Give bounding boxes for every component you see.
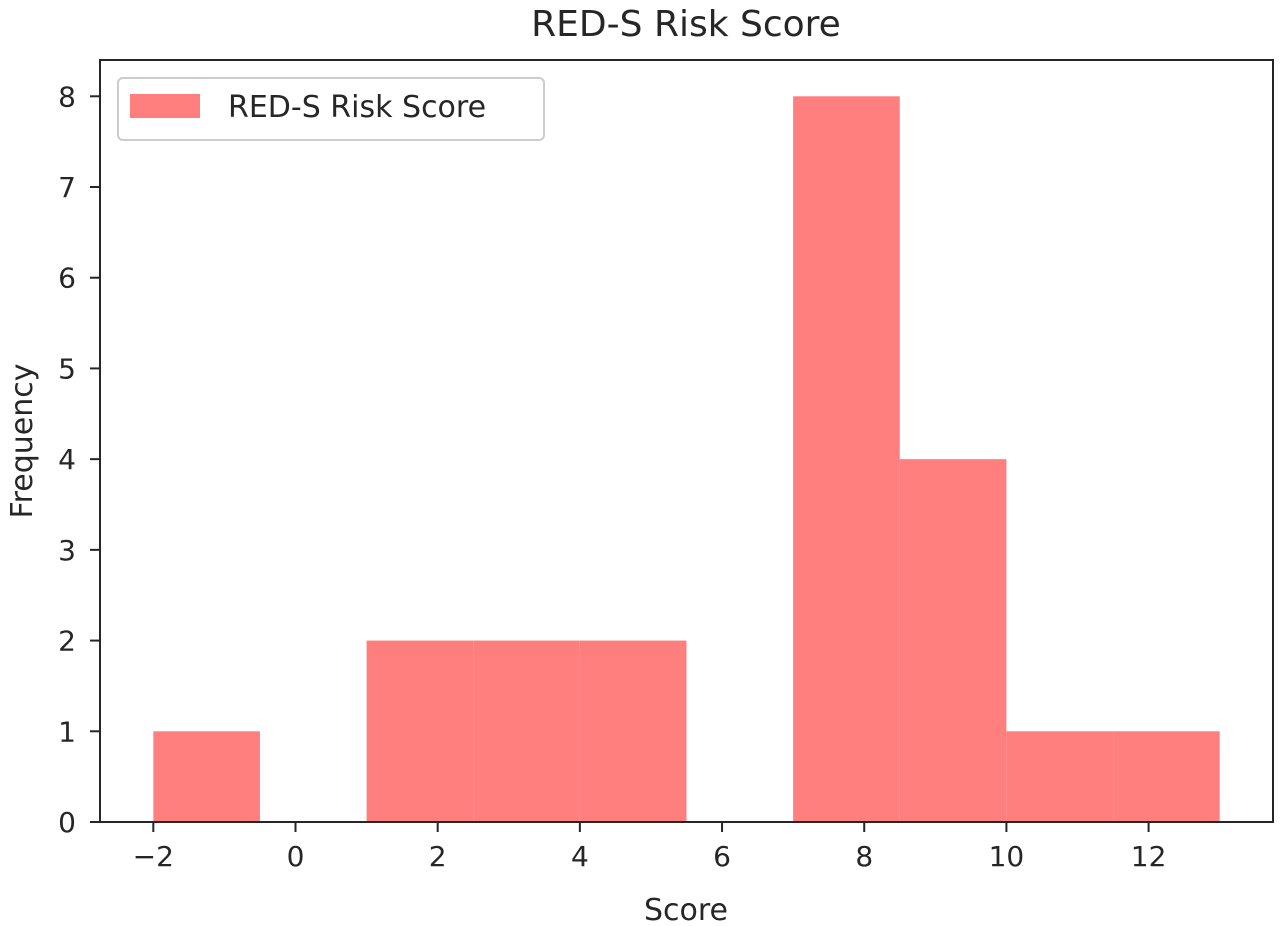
histogram-bar: [793, 96, 900, 823]
x-tick-label: 2: [429, 840, 447, 873]
y-axis-label: Frequency: [5, 364, 40, 519]
legend-swatch: [130, 94, 200, 118]
y-tick-label: 4: [58, 443, 76, 476]
legend-box: [117, 77, 545, 141]
bars-group: [153, 96, 1220, 823]
x-tick-label: 0: [287, 840, 305, 873]
histogram-bar: [153, 731, 260, 822]
histogram-bar: [579, 640, 687, 822]
chart-title: RED-S Risk Score: [531, 4, 841, 45]
histogram-bar: [1006, 731, 1114, 822]
y-tick-label: 8: [58, 80, 76, 113]
y-tick-label: 5: [58, 352, 76, 385]
x-tick-label: 6: [713, 840, 731, 873]
y-tick-label: 7: [58, 171, 76, 204]
histogram-bar: [473, 640, 580, 822]
y-tick-label: 2: [58, 625, 76, 658]
histogram-bar: [899, 459, 1007, 822]
y-tick-label: 1: [58, 715, 76, 748]
x-tick-label: 12: [1131, 840, 1167, 873]
x-axis-ticks: −2 0 2 4 6 8 10 12: [133, 822, 1167, 873]
histogram-bar: [1113, 731, 1220, 822]
y-tick-label: 6: [58, 262, 76, 295]
y-axis-ticks: 0 1 2 3 4 5 6 7 8: [58, 80, 100, 839]
legend: RED-S Risk Score: [117, 77, 545, 141]
legend-label: RED-S Risk Score: [228, 90, 486, 125]
x-axis-label: Score: [644, 893, 728, 926]
x-tick-label: 4: [571, 840, 589, 873]
histogram-bar: [366, 640, 474, 822]
x-tick-label: 10: [989, 840, 1025, 873]
plot-frame: [99, 59, 1274, 823]
y-tick-label: 3: [58, 534, 76, 567]
x-tick-label: 8: [855, 840, 873, 873]
x-tick-label: −2: [133, 840, 174, 873]
y-tick-label: 0: [58, 806, 76, 839]
